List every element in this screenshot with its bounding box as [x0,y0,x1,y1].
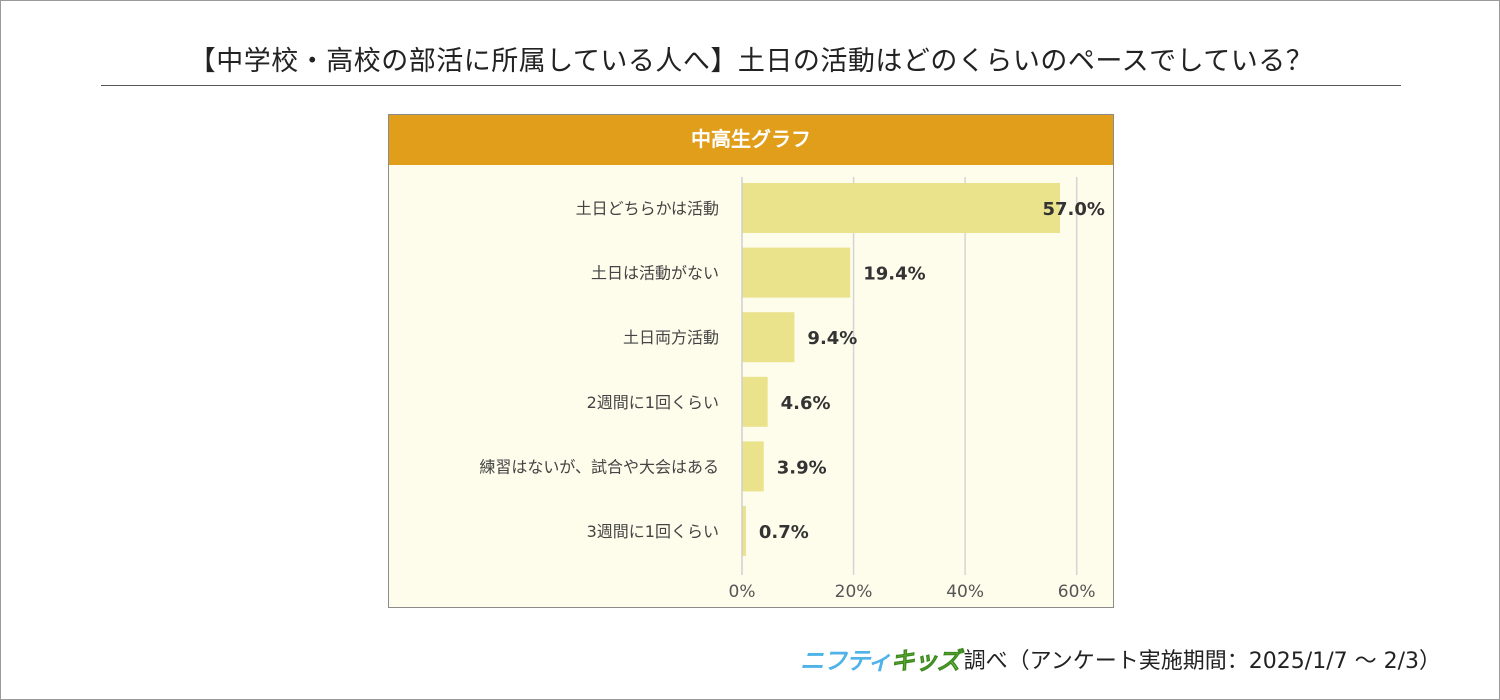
x-tick-label-60: 60% [1058,582,1096,602]
value-label-1: 19.4% [863,264,925,285]
title-divider [101,85,1401,86]
category-label-2: 土日両方活動 [623,328,719,347]
chart-header: 中高生グラフ [389,115,1113,165]
bar-1 [742,247,851,298]
x-tick-label-40: 40% [946,582,984,602]
value-label-4: 3.9% [777,457,827,478]
bar-0 [742,183,1060,233]
x-tick-label-0: 0% [729,582,756,602]
survey-period-text: 調べ（アンケート実施期間：2025/1/7 ～ 2/3） [963,648,1441,674]
nifty-kids-logo: ニフティ キッズ [800,641,961,676]
bar-5 [742,506,746,556]
category-label-0: 土日どちらかは活動 [576,199,719,218]
bar-3 [742,376,768,427]
bar-chart: 土日どちらかは活動 57.0% 土日は活動がない 19.4% 土日両方活動 9.4% 2週間… [479,177,1105,602]
x-tick-label-20: 20% [835,582,873,602]
bar-2 [742,312,795,363]
value-label-0: 57.0% [1043,199,1105,220]
bar-4 [742,441,764,492]
footer-credit: ニフティ キッズ 調べ（アンケート実施期間：2025/1/7 ～ 2/3） [800,641,1441,676]
value-label-3: 4.6% [781,393,831,414]
value-label-5: 0.7% [759,522,809,543]
category-label-4: 練習はないが、試合や大会はある [479,457,719,476]
page-title: 【中学校・高校の部活に所属している人へ】土日の活動はどのくらいのペースでしている… [188,46,1314,77]
logo-part-kids: キッズ [890,647,961,676]
category-label-1: 土日は活動がない [591,264,719,283]
chart-panel: 中高生グラフ 土日どちらかは活動 57.0% 土日は活動がない 19.4% 土日両方活動… [388,114,1114,608]
category-label-3: 2週間に1回くらい [587,393,719,412]
value-label-2: 9.4% [807,328,857,349]
logo-part-nifty: ニフティ [800,647,892,675]
category-label-5: 3週間に1回くらい [587,522,719,541]
